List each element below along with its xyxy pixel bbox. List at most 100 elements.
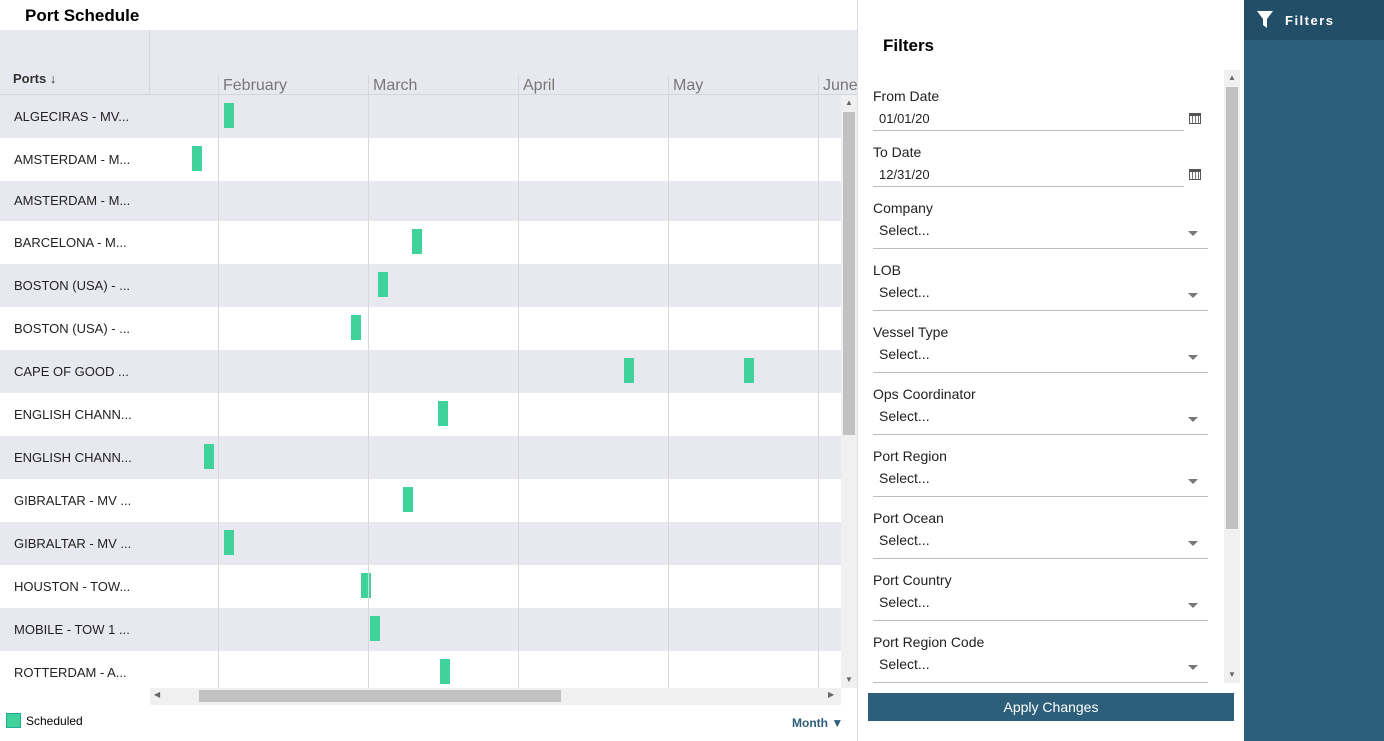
- view-selector[interactable]: Month ▼: [792, 716, 844, 730]
- field-label: Company: [873, 200, 933, 216]
- gantt-row: [0, 608, 841, 651]
- port-name: ENGLISH CHANN...: [14, 449, 132, 465]
- port-name: ALGECIRAS - MV...: [14, 108, 130, 124]
- field-underline: [873, 682, 1208, 683]
- port-name: AMSTERDAM - M...: [14, 151, 131, 167]
- gantt-row: [0, 522, 841, 565]
- gantt-row: [0, 138, 841, 181]
- port-name: BOSTON (USA) - ...: [14, 277, 131, 293]
- month-gridline: [818, 75, 819, 688]
- ports-label: Ports: [13, 71, 47, 86]
- gantt-row: [0, 393, 841, 436]
- gantt-row: [0, 307, 841, 350]
- field-underline: [873, 620, 1208, 621]
- field-label: Port Region Code: [873, 634, 985, 650]
- view-label: Month: [792, 716, 828, 730]
- field-label: Port Region: [873, 448, 947, 464]
- gantt-row: [0, 264, 841, 307]
- port-name: ROTTERDAM - A...: [14, 664, 127, 680]
- select-caret: [1188, 603, 1198, 608]
- legend-label: Scheduled: [26, 714, 83, 728]
- schedule-bar[interactable]: [744, 358, 754, 383]
- gantt-row: [0, 651, 841, 688]
- port-name: HOUSTON - TOW...: [14, 578, 131, 594]
- sidebar-tab[interactable]: Filters: [1244, 0, 1384, 40]
- v-scrollbar[interactable]: ▲ ▼: [841, 95, 857, 688]
- field-underline: [873, 248, 1208, 249]
- schedule-bar[interactable]: [438, 401, 448, 426]
- select-value[interactable]: Select...: [879, 222, 930, 238]
- filters-scrollbar[interactable]: ▲ ▼: [1224, 70, 1240, 683]
- month-gridline: [518, 75, 519, 688]
- select-value[interactable]: Select...: [879, 656, 930, 672]
- calendar-icon[interactable]: [1189, 169, 1201, 180]
- gantt-header: [0, 30, 857, 95]
- port-name: ENGLISH CHANN...: [14, 406, 132, 422]
- field-underline: [873, 496, 1208, 497]
- sidebar-tab-label: Filters: [1285, 13, 1335, 28]
- field-underline: [873, 372, 1208, 373]
- filters-title: Filters: [883, 36, 935, 55]
- filter-icon: [1257, 11, 1273, 28]
- field-label: Vessel Type: [873, 324, 949, 340]
- month-label: April: [523, 77, 556, 94]
- field-label: Ops Coordinator: [873, 386, 976, 402]
- select-caret: [1188, 293, 1198, 298]
- field-underline: [873, 186, 1184, 187]
- select-caret: [1188, 231, 1198, 236]
- port-name: CAPE OF GOOD ...: [14, 363, 129, 379]
- select-value[interactable]: Select...: [879, 470, 930, 486]
- gantt-row: [0, 479, 841, 522]
- schedule-bar[interactable]: [204, 444, 214, 469]
- field-underline: [873, 434, 1208, 435]
- schedule-bar[interactable]: [378, 272, 388, 297]
- month-label: May: [673, 77, 704, 94]
- select-value[interactable]: Select...: [879, 594, 930, 610]
- field-label: To Date: [873, 144, 922, 160]
- gantt-row: [0, 181, 841, 221]
- ports-column-header[interactable]: Ports ↓: [13, 71, 57, 86]
- select-caret: [1188, 479, 1198, 484]
- gantt-row: [0, 436, 841, 479]
- select-value[interactable]: Select...: [879, 408, 930, 424]
- field-underline: [873, 310, 1208, 311]
- schedule-bar[interactable]: [224, 103, 234, 128]
- month-label: June: [823, 77, 858, 94]
- select-value[interactable]: Select...: [879, 284, 930, 300]
- date-value[interactable]: 01/01/20: [879, 111, 930, 126]
- select-caret: [1188, 665, 1198, 670]
- schedule-bar[interactable]: [224, 530, 234, 555]
- schedule-bar[interactable]: [361, 573, 371, 598]
- schedule-bar[interactable]: [440, 659, 450, 684]
- field-label: LOB: [873, 262, 902, 278]
- sidebar: [1244, 0, 1384, 741]
- calendar-icon[interactable]: [1189, 113, 1201, 124]
- gantt-row: [0, 350, 841, 393]
- schedule-bar[interactable]: [351, 315, 361, 340]
- port-name: GIBRALTAR - MV ...: [14, 535, 132, 551]
- month-label: February: [223, 77, 288, 94]
- schedule-bar[interactable]: [192, 146, 202, 171]
- field-label: Port Ocean: [873, 510, 944, 526]
- schedule-bar[interactable]: [370, 616, 380, 641]
- field-underline: [873, 558, 1208, 559]
- date-value[interactable]: 12/31/20: [879, 167, 930, 182]
- port-name: BOSTON (USA) - ...: [14, 320, 131, 336]
- schedule-bar[interactable]: [412, 229, 422, 254]
- month-gridline: [668, 75, 669, 688]
- h-scrollbar[interactable]: ◀ ▶: [150, 688, 841, 705]
- schedule-bar[interactable]: [624, 358, 634, 383]
- gantt-row: [0, 565, 841, 608]
- port-name: MOBILE - TOW 1 ...: [14, 621, 130, 637]
- apply-button[interactable]: Apply Changes: [868, 693, 1234, 721]
- select-value[interactable]: Select...: [879, 532, 930, 548]
- schedule-bar[interactable]: [403, 487, 413, 512]
- field-label: From Date: [873, 88, 940, 104]
- gantt-row: [0, 95, 841, 138]
- legend-swatch: [6, 713, 21, 728]
- field-underline: [873, 130, 1184, 131]
- select-value[interactable]: Select...: [879, 346, 930, 362]
- port-name: AMSTERDAM - M...: [14, 193, 131, 208]
- month-label: March: [373, 77, 418, 94]
